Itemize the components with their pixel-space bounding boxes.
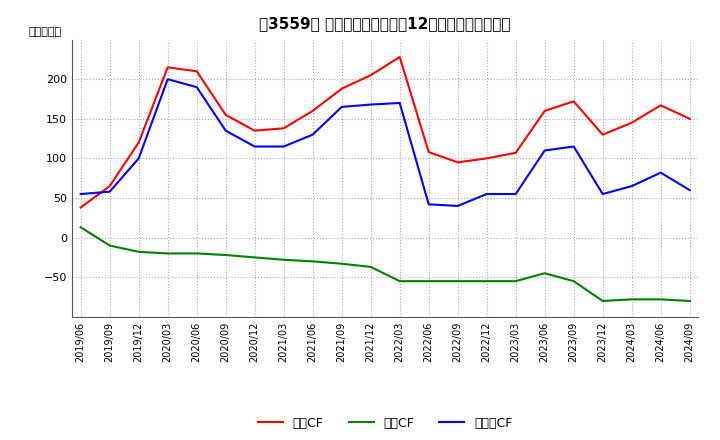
営業CF (541, 108, 549, 114)
フリーCF (511, 191, 520, 197)
営業CF (338, 86, 346, 92)
投資CF (627, 297, 636, 302)
Text: （百万円）: （百万円） (28, 27, 61, 37)
フリーCF (395, 100, 404, 106)
営業CF (511, 150, 520, 155)
フリーCF (76, 191, 85, 197)
フリーCF (308, 132, 317, 137)
営業CF (76, 205, 85, 210)
フリーCF (338, 104, 346, 110)
営業CF (482, 156, 491, 161)
営業CF (308, 108, 317, 114)
投資CF (395, 279, 404, 284)
投資CF (598, 298, 607, 304)
営業CF (221, 112, 230, 117)
Line: 投資CF: 投資CF (81, 227, 690, 301)
Line: フリーCF: フリーCF (81, 79, 690, 206)
営業CF (251, 128, 259, 133)
投資CF (76, 225, 85, 230)
フリーCF (424, 202, 433, 207)
営業CF (598, 132, 607, 137)
フリーCF (163, 77, 172, 82)
投資CF (338, 261, 346, 266)
投資CF (251, 255, 259, 260)
営業CF (454, 160, 462, 165)
営業CF (570, 99, 578, 104)
フリーCF (279, 144, 288, 149)
投資CF (105, 243, 114, 248)
営業CF (192, 69, 201, 74)
フリーCF (366, 102, 375, 107)
フリーCF (685, 187, 694, 193)
投資CF (221, 253, 230, 258)
投資CF (192, 251, 201, 256)
フリーCF (251, 144, 259, 149)
投資CF (511, 279, 520, 284)
営業CF (135, 140, 143, 145)
投資CF (685, 298, 694, 304)
フリーCF (598, 191, 607, 197)
投資CF (308, 259, 317, 264)
フリーCF (570, 144, 578, 149)
投資CF (541, 271, 549, 276)
投資CF (366, 264, 375, 270)
Title: 【3559】 キャッシュフローの12か月移動合計の推移: 【3559】 キャッシュフローの12か月移動合計の推移 (259, 16, 511, 32)
投資CF (279, 257, 288, 262)
Legend: 営業CF, 投資CF, フリーCF: 営業CF, 投資CF, フリーCF (253, 412, 518, 435)
フリーCF (541, 148, 549, 153)
フリーCF (627, 183, 636, 189)
営業CF (657, 103, 665, 108)
投資CF (135, 249, 143, 254)
営業CF (627, 120, 636, 125)
営業CF (105, 183, 114, 189)
営業CF (424, 150, 433, 155)
営業CF (163, 65, 172, 70)
営業CF (395, 55, 404, 60)
フリーCF (454, 203, 462, 209)
営業CF (685, 116, 694, 121)
フリーCF (135, 156, 143, 161)
投資CF (482, 279, 491, 284)
フリーCF (657, 170, 665, 175)
Line: 営業CF: 営業CF (81, 57, 690, 208)
フリーCF (482, 191, 491, 197)
フリーCF (192, 84, 201, 90)
投資CF (424, 279, 433, 284)
投資CF (454, 279, 462, 284)
フリーCF (221, 128, 230, 133)
投資CF (163, 251, 172, 256)
営業CF (279, 126, 288, 131)
フリーCF (105, 189, 114, 194)
投資CF (570, 279, 578, 284)
投資CF (657, 297, 665, 302)
営業CF (366, 73, 375, 78)
